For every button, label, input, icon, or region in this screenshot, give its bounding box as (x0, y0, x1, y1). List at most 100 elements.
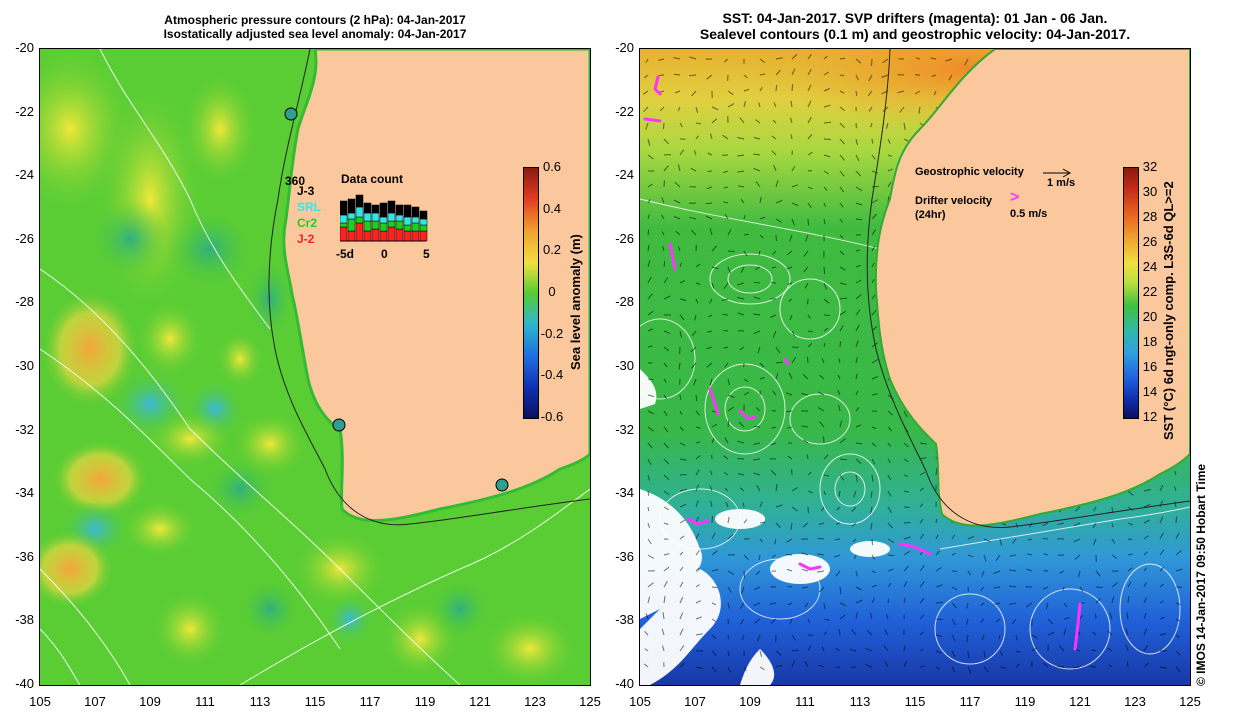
right-y-tick-4: -28 (615, 294, 634, 310)
inset-bar-segment (363, 212, 372, 222)
imos-credit: © IMOS 14-Jan-2017 09:50 Hobart Time (1194, 463, 1208, 686)
right-x-tick-2: 109 (739, 694, 761, 709)
inset-bar-segment (363, 202, 372, 214)
inset-bar-segment (371, 212, 380, 222)
inset-bar-segment (419, 210, 428, 220)
sst-cbar-tick-10: 12 (1142, 409, 1158, 424)
left-x-tick-0: 105 (29, 694, 51, 709)
inset-bar-segment (419, 230, 428, 242)
left-y-tick-4: -28 (15, 294, 34, 310)
geo-velocity-scale: 1 m/s (1047, 177, 1076, 189)
sla-cbar-tick-2: 0.2 (542, 242, 562, 258)
inset-bar-segment (403, 224, 412, 232)
inset-bar-segment (395, 204, 404, 216)
inset-bar-segment (395, 220, 404, 230)
inset-bar-segment (340, 214, 348, 224)
sla-cbar-tick-0: 0.6 (542, 159, 562, 174)
inset-bar-segment (403, 230, 412, 242)
left-title-line1: Atmospheric pressure contours (2 hPa): 0… (164, 13, 466, 27)
sst-cbar-tick-1: 30 (1142, 184, 1158, 199)
right-y-tick-9: -38 (615, 612, 634, 628)
inset-bar-segment (387, 226, 396, 242)
sea-level-anomaly-map: 360 Data count J-3 SRL Cr2 J-2 -5d 0 5 (39, 48, 591, 686)
sst-cbar-tick-7: 18 (1142, 334, 1158, 349)
inset-bar-segment (363, 230, 372, 242)
right-x-tick-3: 111 (795, 694, 815, 709)
sst-map: Geostrophic velocity 1 m/s Drifter veloc… (639, 48, 1191, 686)
inset-bar-segment (419, 224, 428, 232)
sla-cbar-tick-3: 0 (548, 284, 556, 299)
sla-colorbar (523, 167, 539, 419)
left-y-tick-8: -36 (15, 548, 34, 564)
inset-bar-segment (419, 218, 428, 226)
right-x-tick-1: 107 (684, 694, 706, 709)
left-x-tick-4: 113 (249, 694, 271, 709)
inset-x-label-2: 5 (423, 247, 430, 261)
right-title-line1: SST: 04-Jan-2017. SVP drifters (magenta)… (722, 10, 1108, 26)
inset-bar-segment (379, 202, 388, 218)
left-x-tick-3: 111 (195, 694, 215, 709)
inset-bar-segment (379, 222, 388, 232)
drifter-arrow-icon: > (1010, 189, 1020, 206)
inset-bar-segment (387, 220, 396, 228)
right-y-tick-10: -40 (615, 676, 634, 691)
inset-max-label: 360 (285, 174, 306, 188)
sla-map-graphic (40, 49, 590, 685)
inset-series-j3: J-3 (297, 184, 315, 198)
inset-bar-segment (363, 220, 372, 232)
right-x-tick-10: 125 (1179, 694, 1201, 709)
inset-bar-segment (340, 200, 348, 216)
sst-cbar-tick-8: 16 (1142, 359, 1158, 374)
left-y-tick-3: -26 (15, 230, 34, 246)
sst-cbar-tick-3: 26 (1142, 234, 1158, 249)
right-y-tick-2: -24 (615, 167, 634, 183)
inset-bar-segment (347, 230, 356, 242)
right-y-tick-5: -30 (615, 358, 634, 373)
inset-title: Data count (341, 172, 404, 186)
right-x-tick-6: 117 (959, 694, 981, 709)
right-y-tick-8: -36 (615, 548, 634, 564)
inset-bar-segment (395, 228, 404, 242)
inset-bar-segment (411, 222, 420, 232)
inset-bar-segment (371, 228, 380, 242)
inset-series-srl: SRL (297, 200, 321, 214)
right-y-tick-6: -32 (615, 421, 634, 437)
right-x-tick-9: 123 (1124, 694, 1146, 709)
left-x-tick-1: 107 (84, 694, 106, 709)
sst-cbar-tick-4: 24 (1142, 259, 1158, 274)
left-y-tick-7: -34 (15, 485, 34, 501)
right-x-tick-4: 113 (849, 694, 871, 709)
left-y-tick-2: -24 (15, 167, 34, 183)
geo-velocity-label: Geostrophic velocity (915, 166, 1024, 178)
left-x-tick-5: 115 (304, 694, 326, 709)
left-y-tick-9: -38 (15, 612, 34, 628)
inset-bar-segment (403, 216, 412, 226)
sst-cbar-tick-9: 14 (1142, 384, 1158, 399)
right-x-tick-5: 115 (904, 694, 926, 709)
inset-bar-segment (379, 216, 388, 224)
inset-bar-segment (355, 222, 364, 242)
left-title-line2: Isostatically adjusted sea level anomaly… (163, 27, 467, 41)
sla-cbar-tick-6: -0.6 (540, 409, 564, 424)
sst-map-graphic (640, 49, 1190, 685)
inset-bar-segment (411, 230, 420, 242)
sla-cbar-tick-1: 0.4 (542, 200, 562, 216)
sst-cbar-tick-5: 22 (1142, 284, 1158, 299)
sst-colorbar-label: SST (°C) 6d ngt-only comp. L3S-6d QL>=2 (1161, 181, 1176, 440)
right-y-tick-7: -34 (615, 485, 634, 501)
inset-bar-segment (355, 194, 364, 208)
right-title-line2: Sealevel contours (0.1 m) and geostrophi… (699, 26, 1131, 42)
inset-bar-segment (379, 230, 388, 242)
drifter-velocity-scale: 0.5 m/s (1010, 208, 1048, 220)
inset-bar-segment (355, 206, 364, 218)
left-x-tick-7: 119 (414, 694, 436, 709)
inset-bar-segment (411, 216, 420, 224)
geo-arrow-icon (1043, 168, 1072, 178)
inset-bars (340, 194, 428, 242)
inset-bar-segment (371, 204, 380, 214)
left-x-tick-9: 123 (524, 694, 546, 709)
inset-bar-segment (411, 206, 420, 218)
left-y-tick-6: -32 (15, 421, 34, 437)
sst-colorbar (1123, 167, 1139, 419)
inset-bar-segment (347, 198, 356, 214)
